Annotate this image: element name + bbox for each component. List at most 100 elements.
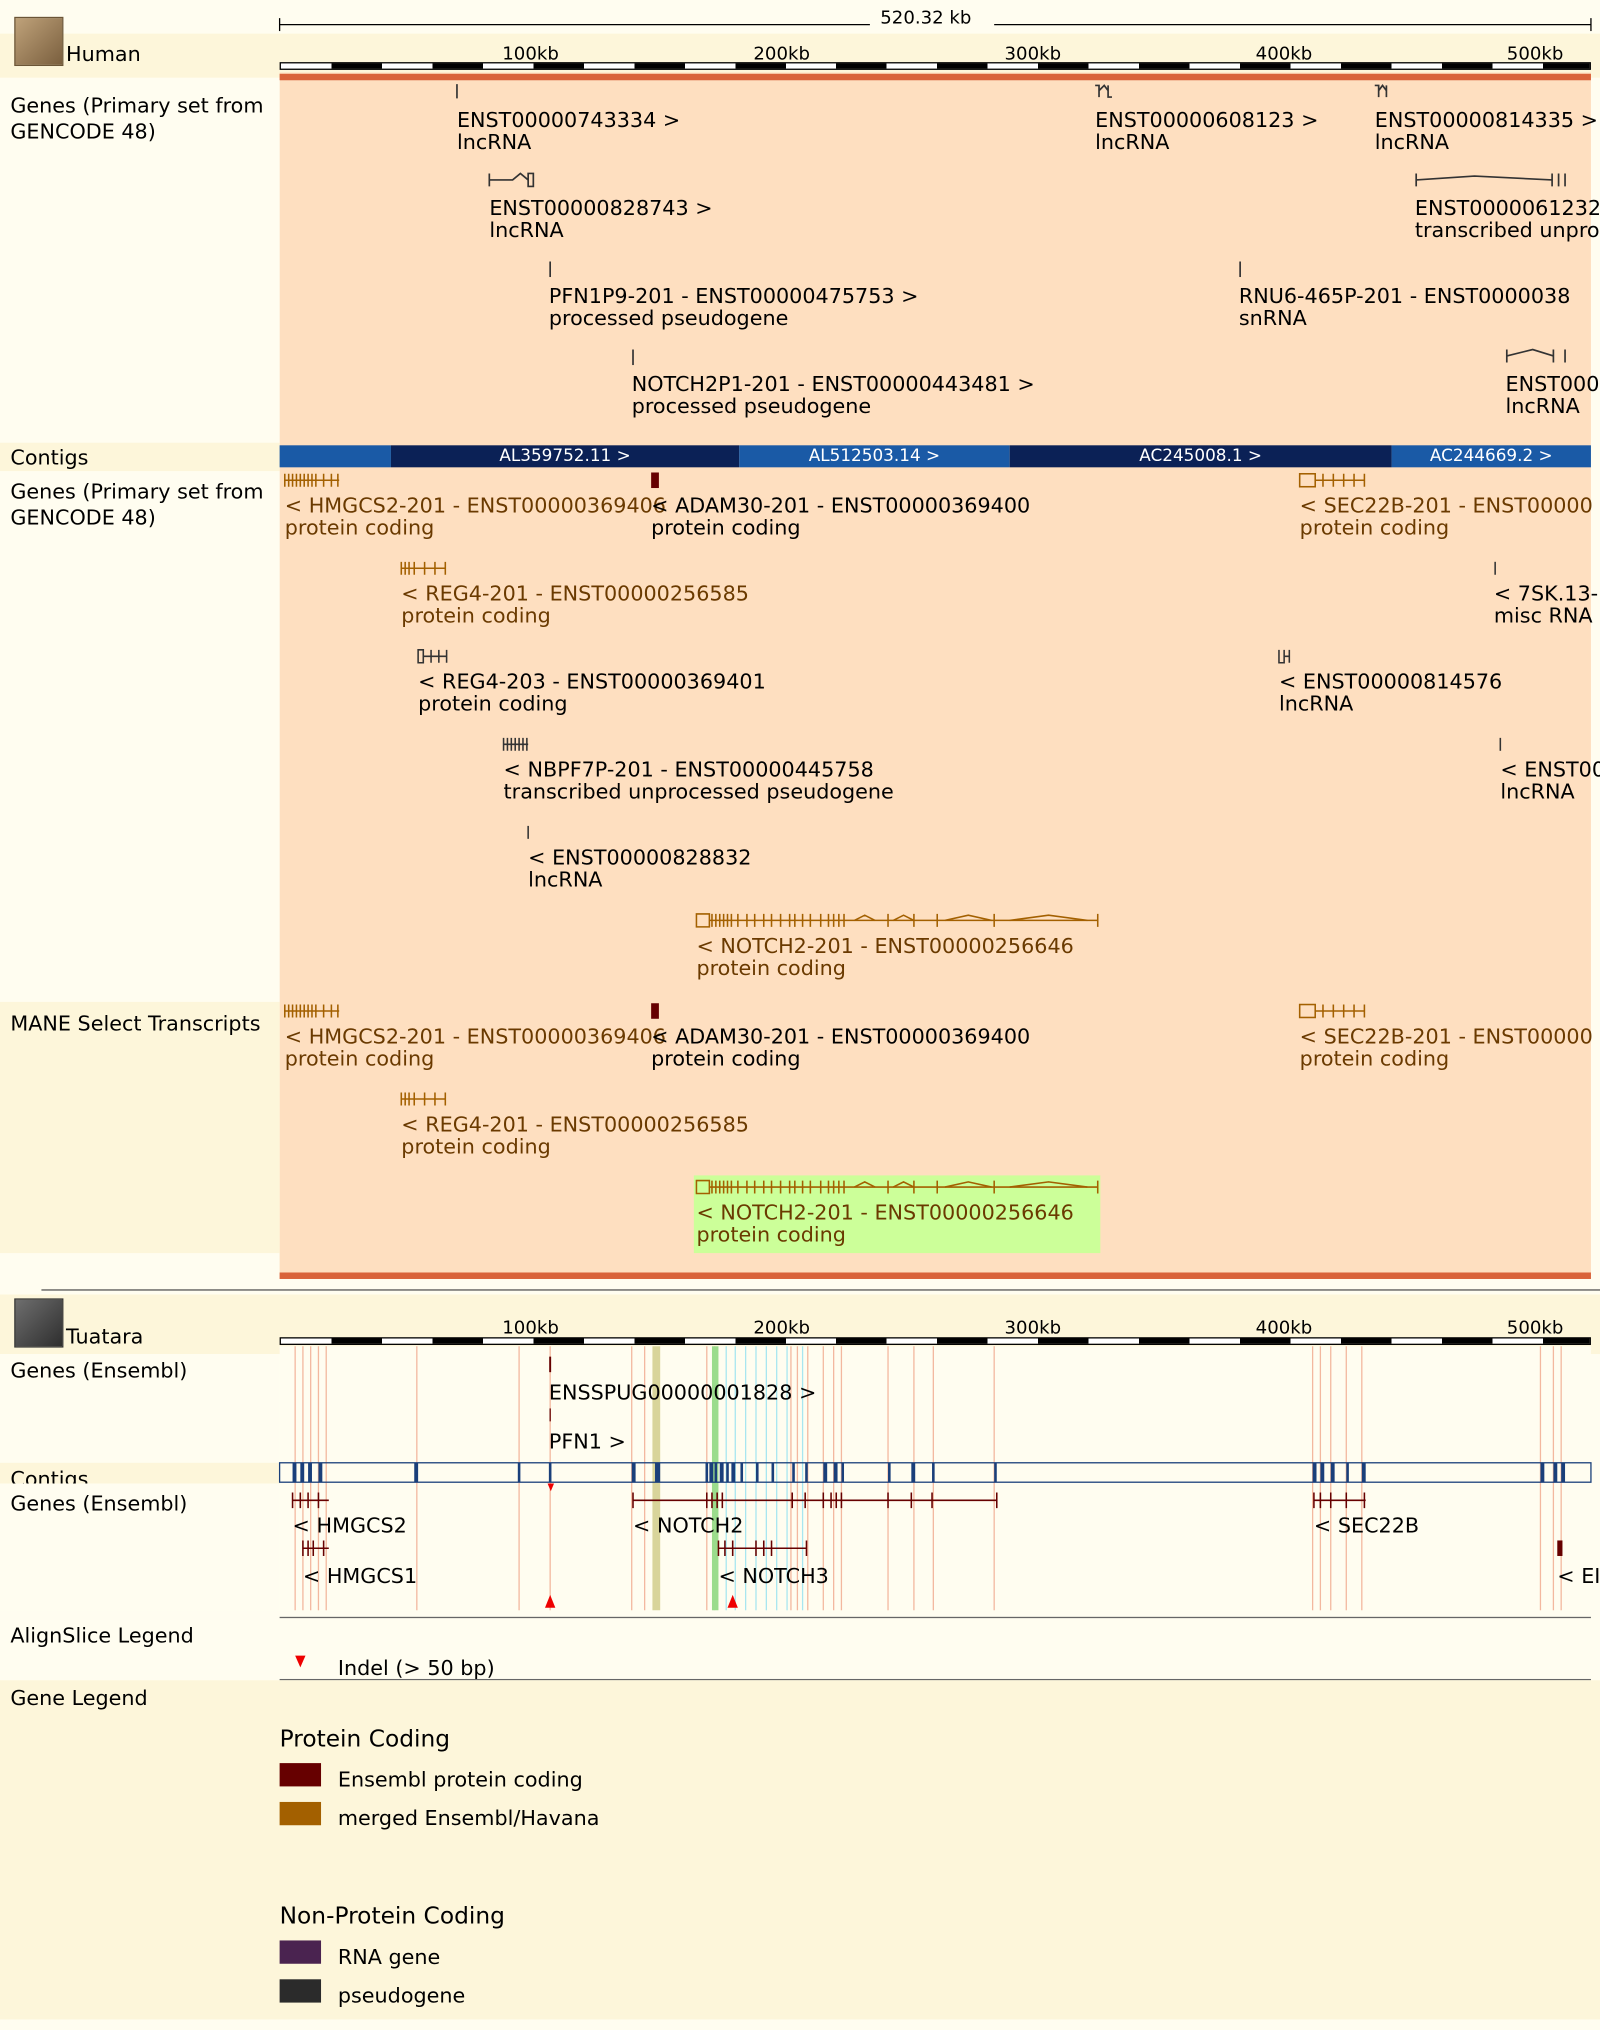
gene-label[interactable]: < ENST00000828832 lncRNA xyxy=(528,845,752,892)
gene-label[interactable]: ENST00000608123 > lncRNA xyxy=(1095,107,1319,155)
species-separator xyxy=(41,1289,1600,1291)
gene-label[interactable]: < NOTCH2 xyxy=(633,1513,744,1538)
legend-label: Gene Legend xyxy=(10,1685,148,1711)
gene-label[interactable]: < ADAM30-201 - ENST00000369400 protein co… xyxy=(651,1023,1031,1071)
legend-bottom-rule xyxy=(279,1678,1591,1681)
ruler-tick: 300kb xyxy=(1004,1317,1062,1339)
gene-label[interactable]: < ENST00 lncRNA xyxy=(1500,757,1600,804)
gene-label[interactable]: RNU6-465P-201 - ENST0000038 snRNA xyxy=(1238,283,1571,331)
gene-label[interactable]: ENST000 lncRNA xyxy=(1505,371,1600,419)
legend-item: Ensembl protein coding xyxy=(337,1766,583,1792)
gene-label[interactable]: < ADAM30-201 - ENST00000369400 protein co… xyxy=(651,493,1031,540)
mane-highlight xyxy=(693,1175,1101,1254)
swatch-merged-ensembl-havana xyxy=(279,1801,322,1826)
gene-label[interactable]: ENST00000814335 > lncRNA xyxy=(1374,107,1599,155)
human-genes-track-1: Genes (Primary set from GENCODE 48) ENST… xyxy=(0,80,1600,443)
human-mane-glyphs xyxy=(284,1003,1366,1195)
tuatara-tracks-bg xyxy=(279,1346,1591,1611)
legend-item: pseudogene xyxy=(337,1983,466,2008)
human-contigs-track: Contigs AL359752.11 > AL512503.14 > AC24… xyxy=(0,442,1600,472)
track-label: MANE Select Transcripts xyxy=(10,1011,261,1036)
ruler-tick: 500kb xyxy=(1506,1317,1564,1339)
ruler-tick: 200kb xyxy=(753,44,810,65)
human-top-divider xyxy=(279,73,1591,81)
gene-label[interactable]: PFN1P9-201 - ENST00000475753 > processed … xyxy=(548,283,919,331)
gene-label[interactable]: < REG4-201 - ENST00000256585 protein codi… xyxy=(401,581,749,628)
gene-label[interactable]: < NOTCH2-201 - ENST00000256646 protein co… xyxy=(696,933,1074,980)
track-label: Genes (Ensembl) xyxy=(10,1491,188,1516)
gene-label[interactable]: < HMGCS1 xyxy=(302,1563,418,1589)
contig-segment[interactable] xyxy=(279,445,391,468)
tuatara-track2-glyphs xyxy=(291,1483,1563,1608)
contig-segment[interactable]: AL512503.14 > xyxy=(739,445,1010,468)
ruler-tick: 500kb xyxy=(1506,44,1564,65)
track-label: Genes (Primary set from GENCODE 48) xyxy=(10,478,264,530)
gene-label[interactable]: < NOTCH3 xyxy=(718,1563,829,1589)
gene-label[interactable]: < SEC22B-201 - ENST00000 protein coding xyxy=(1299,1023,1593,1071)
gene-legend: Gene Legend Protein Coding Ensembl prote… xyxy=(0,1680,1600,2020)
human-genes-track-2: Genes (Primary set from GENCODE 48) xyxy=(0,471,1600,1002)
tuatara-genes-track-2: Genes (Ensembl) < HMGCS2 < NOTCH2 < SEC2… xyxy=(0,1483,1600,1611)
ruler-span-label: 520.32 kb xyxy=(880,7,972,29)
track-label: Contigs xyxy=(10,445,89,470)
track-label-bg xyxy=(0,1001,280,1254)
gene-label[interactable]: < 7SK.13- misc RNA xyxy=(1493,581,1599,628)
ruler-span-line xyxy=(278,18,1592,32)
ruler-tick: 400kb xyxy=(1255,44,1313,65)
tuatara-track1-glyphs xyxy=(549,1356,552,1422)
tuatara-contigs-track: Contigs xyxy=(0,1462,1600,1491)
alignslice-legend: AlignSlice Legend Indel (> 50 bp) xyxy=(0,1610,1600,1681)
gene-label[interactable]: < NOTCH2-201 - ENST00000256646 protein co… xyxy=(696,1200,1074,1247)
legend-section-title: Non-Protein Coding xyxy=(279,1902,505,1931)
contig-segment[interactable]: AC245008.1 > xyxy=(1009,445,1392,468)
legend-item: merged Ensembl/Havana xyxy=(337,1805,600,1831)
tuatara-species-row: Tuatara 100kb 200kb 300kb 400kb 500kb xyxy=(0,1294,1600,1355)
gene-label[interactable]: < HMGCS2-201 - ENST00000369406 protein co… xyxy=(284,1023,666,1071)
contig-segment[interactable]: AC244669.2 > xyxy=(1391,445,1591,468)
gene-label[interactable]: NOTCH2P1-201 - ENST00000443481 > processe… xyxy=(631,371,1035,419)
gene-label[interactable]: ENSSPUG00000001828 > xyxy=(548,1379,817,1405)
gene-label[interactable]: < SEC22B xyxy=(1313,1513,1420,1538)
human-mane-track: MANE Select Transcripts < HMGCS2-201 - E… xyxy=(0,1001,1600,1254)
gene-label[interactable]: < REG4-201 - ENST00000256585 protein codi… xyxy=(401,1111,749,1159)
human-species-name: Human xyxy=(66,41,141,67)
gene-label[interactable]: < HMGCS2 xyxy=(292,1513,407,1538)
track-label-bg xyxy=(0,80,280,443)
gene-label[interactable]: ENST00000828743 > lncRNA xyxy=(489,195,713,243)
track-label-bg xyxy=(0,471,280,1002)
indel-marker-icon xyxy=(295,1655,306,1668)
contig-segment[interactable]: AL359752.11 > xyxy=(390,445,740,468)
tuatara-species-name: Tuatara xyxy=(66,1324,144,1349)
gene-label[interactable]: ENST0000061232 transcribed unpro xyxy=(1414,195,1600,243)
track-label-bg xyxy=(0,442,280,472)
gene-label[interactable]: < SEC22B-201 - ENST00000 protein coding xyxy=(1299,493,1593,540)
human-track1-glyphs xyxy=(456,84,1566,366)
track-label: Genes (Ensembl) xyxy=(10,1357,188,1383)
ruler-tick: 100kb xyxy=(502,44,559,65)
contig-bar: AL359752.11 > AL512503.14 > AC245008.1 >… xyxy=(279,445,1591,468)
human-bottom-divider xyxy=(279,1272,1591,1279)
ruler-tick: 300kb xyxy=(1004,44,1062,65)
gene-label[interactable]: ENST00000743334 > lncRNA xyxy=(456,107,681,155)
tuatara-avatar xyxy=(14,1298,64,1348)
gene-label[interactable]: < EI xyxy=(1557,1563,1600,1589)
legend-item: RNA gene xyxy=(337,1944,441,1969)
legend-top-rule xyxy=(279,1616,1591,1619)
gene-label[interactable]: < REG4-203 - ENST00000369401 protein codi… xyxy=(418,669,766,716)
track-label-bg xyxy=(0,1354,280,1463)
gene-label[interactable]: < HMGCS2-201 - ENST00000369406 protein co… xyxy=(284,493,666,540)
human-ruler-bar xyxy=(279,62,1591,70)
swatch-rna-gene xyxy=(279,1940,322,1964)
gene-label[interactable]: < ENST00000814576 lncRNA xyxy=(1278,669,1503,716)
tuatara-contig-bar[interactable] xyxy=(0,1462,1600,1484)
human-avatar xyxy=(14,16,64,67)
tuatara-genes-track-1: Genes (Ensembl) ENSSPUG00000001828 > PFN… xyxy=(0,1354,1600,1463)
ruler-span-row: 520.32 kb xyxy=(0,0,1600,34)
track-label-bg xyxy=(0,1483,280,1611)
swatch-pseudogene xyxy=(279,1979,322,2003)
ruler-tick: 100kb xyxy=(502,1317,559,1339)
track-label: Genes (Primary set from GENCODE 48) xyxy=(10,93,264,144)
gene-label[interactable]: PFN1 > xyxy=(548,1429,626,1454)
gene-label[interactable]: < NBPF7P-201 - ENST00000445758 transcribe… xyxy=(503,757,894,804)
